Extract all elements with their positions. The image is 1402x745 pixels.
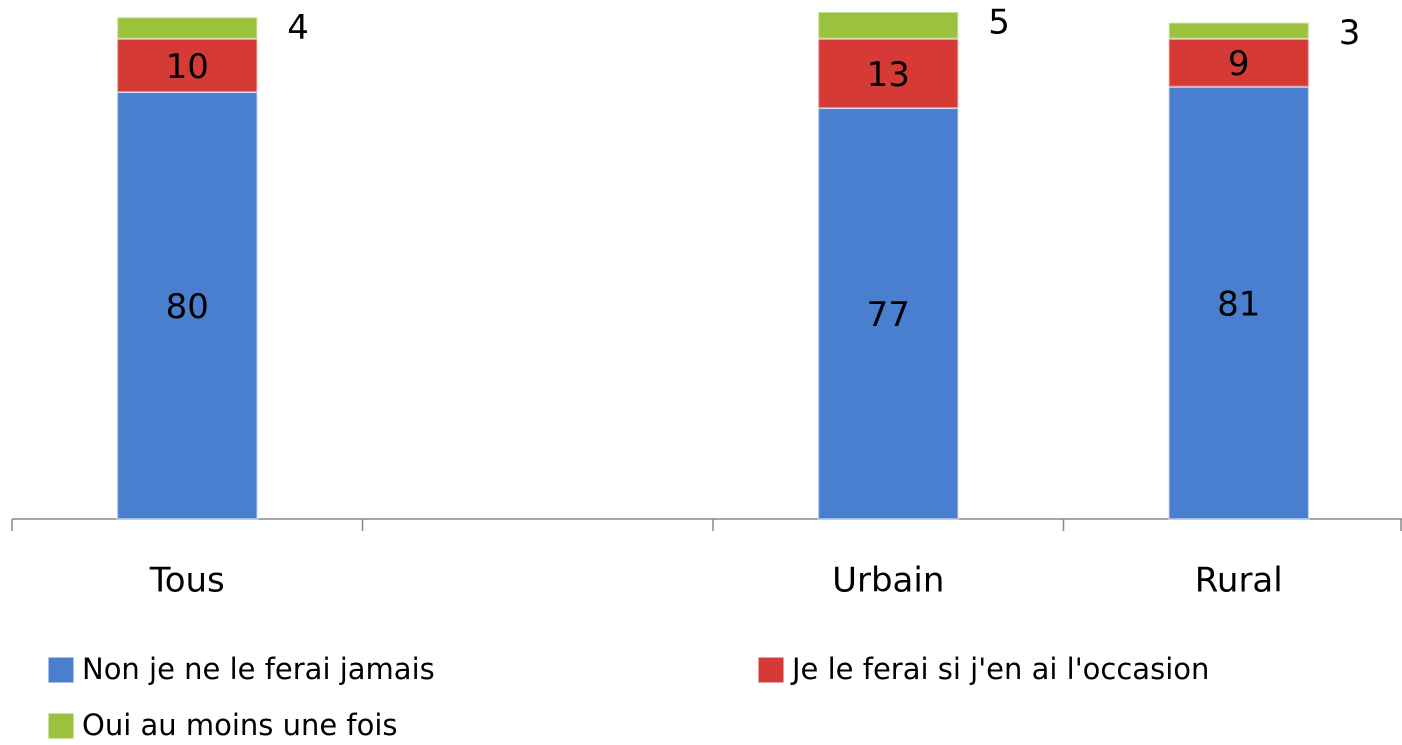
bar-segment (116, 16, 259, 40)
bar-segment (817, 107, 960, 520)
x-tick-label: Urbain (832, 561, 944, 601)
bar-segment (1167, 85, 1310, 520)
bar-segment (1167, 21, 1310, 40)
legend-label: Je le ferai si j'en ai l'occasion (790, 652, 1209, 686)
data-label: 13 (867, 55, 910, 95)
x-tick-label: Tous (149, 561, 225, 601)
bar-segment (116, 91, 259, 520)
legend-label: Oui au moins une fois (82, 708, 398, 742)
data-label: 3 (1339, 13, 1361, 53)
bar-segment (817, 11, 960, 40)
legend-label: Non je ne le ferai jamais (82, 652, 435, 686)
data-label: 4 (287, 8, 309, 48)
legend-swatch (757, 656, 785, 684)
legend-swatch (47, 656, 75, 684)
data-label: 81 (1217, 284, 1260, 324)
data-label: 77 (867, 295, 910, 335)
bar-segment (1167, 37, 1310, 88)
bar-segment (116, 37, 259, 94)
x-tick-label: Rural (1195, 561, 1283, 601)
data-label: 5 (988, 3, 1010, 43)
data-label: 10 (166, 47, 209, 87)
data-label: 80 (166, 287, 209, 327)
legend-swatch (47, 712, 75, 740)
data-label: 9 (1228, 44, 1250, 84)
